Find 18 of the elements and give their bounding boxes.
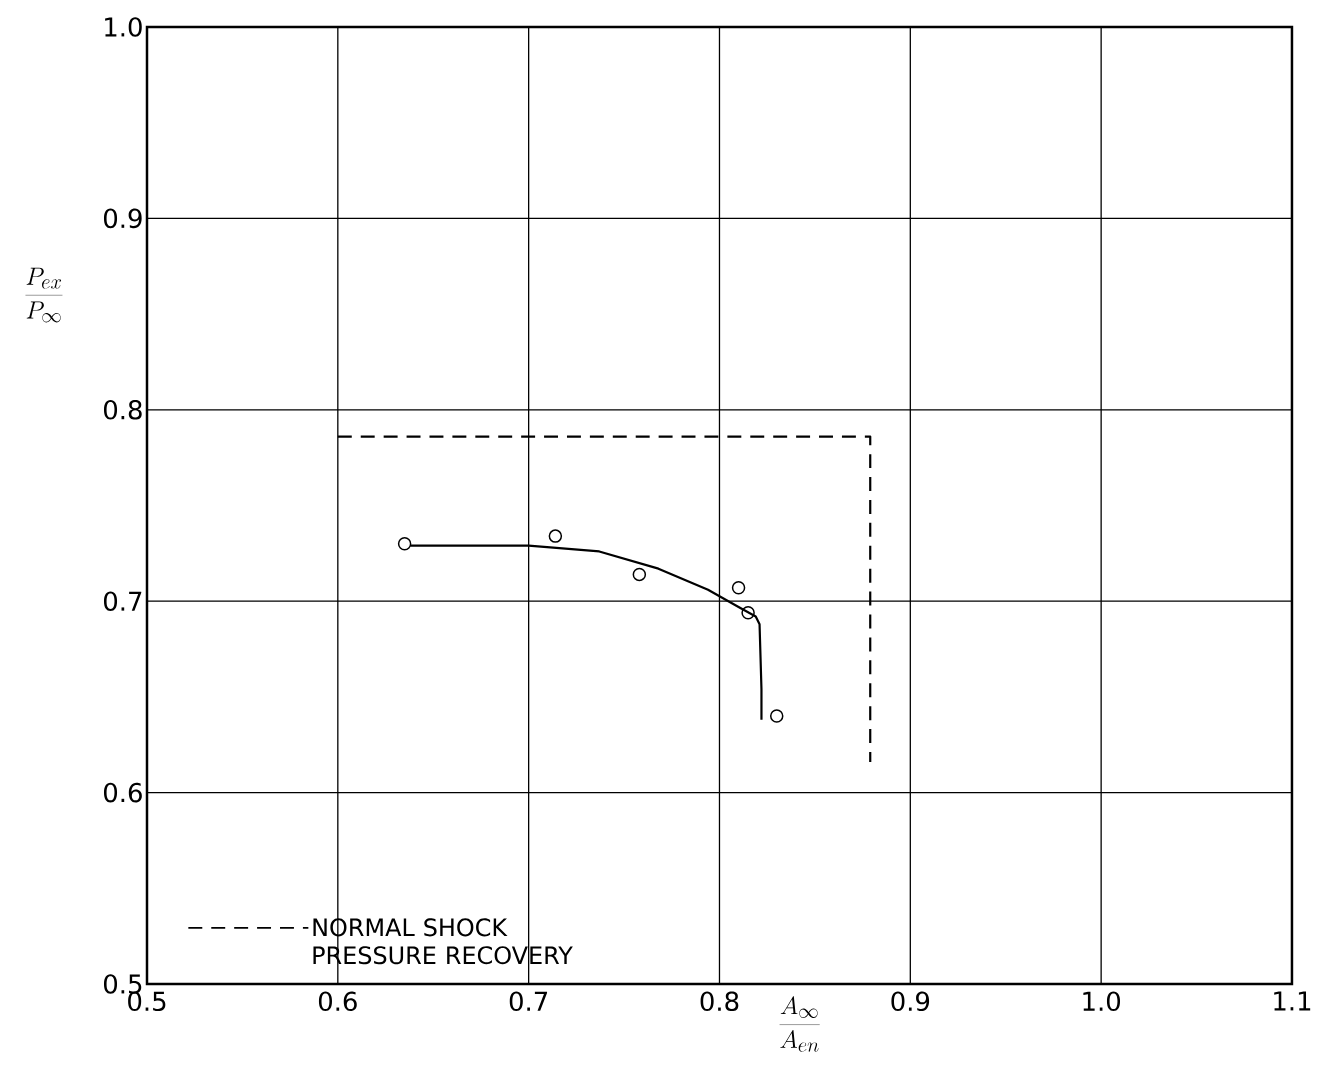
- point: [731, 581, 746, 595]
- x-tick-label: 1.1: [1274, 991, 1311, 1011]
- y-tick-label: 0.7: [103, 591, 142, 611]
- point: [769, 709, 784, 723]
- x-tick-label: 1.0: [1083, 991, 1121, 1012]
- point: [548, 529, 563, 543]
- y-tick-label: 0.6: [103, 782, 142, 803]
- x-tick-label: 0.7: [509, 991, 548, 1012]
- y-tick-label: 1.0: [105, 17, 142, 37]
- y-axis-title: $\frac{P_{ex}}{P_{\infty}}$: [25, 267, 63, 323]
- x-tick-label: 0.6: [318, 991, 357, 1012]
- point: [632, 567, 647, 582]
- x-tick-label: 0.9: [891, 991, 930, 1012]
- point: [741, 605, 755, 620]
- y-tick-label: 0.9: [103, 208, 142, 229]
- y-tick-label: 0.8: [103, 399, 142, 420]
- x-tick-label: 0.8: [700, 991, 739, 1012]
- x-axis-title: $\frac{A_{\infty}}{A_{en}}$: [779, 996, 820, 1052]
